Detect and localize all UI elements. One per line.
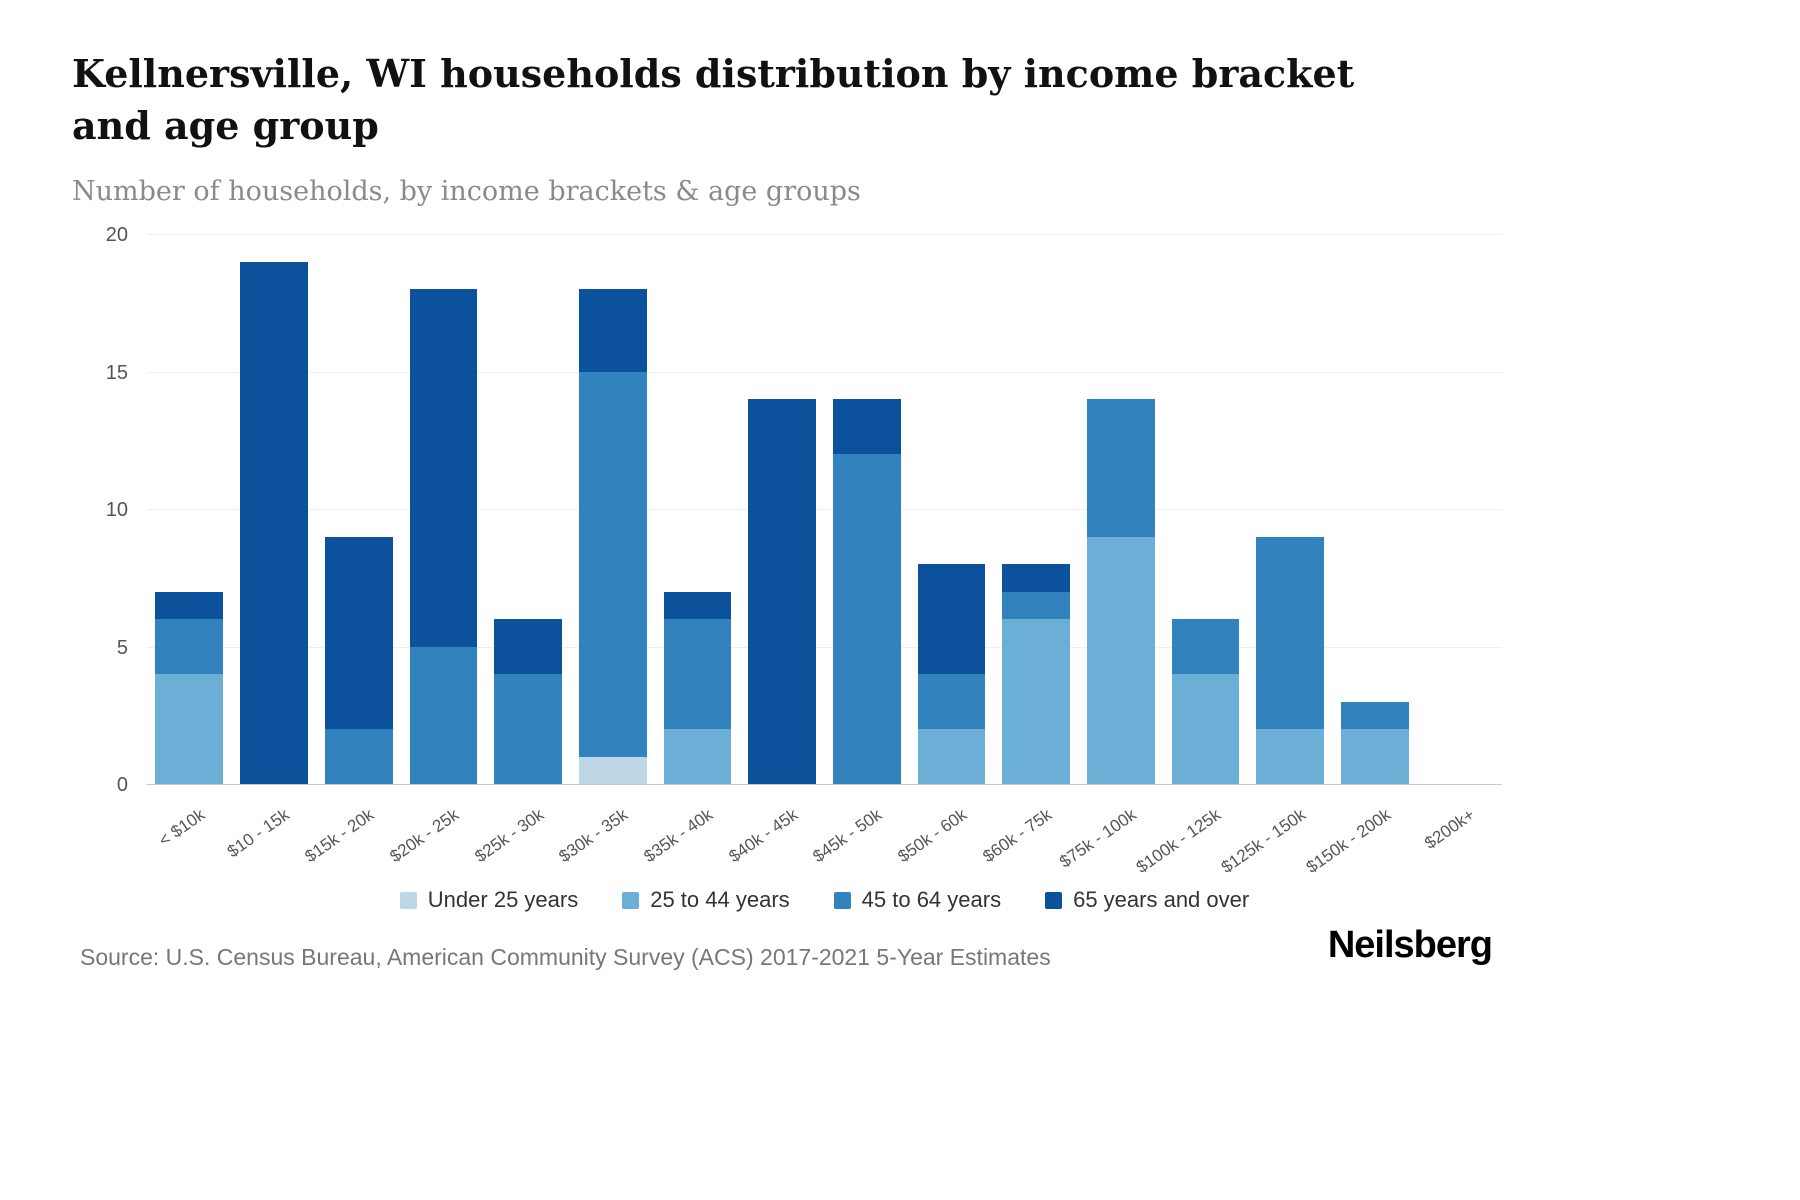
bar-segment-45-to-64-years[interactable] <box>663 619 732 729</box>
x-tick-label: $60k - 75k <box>979 805 1056 867</box>
y-tick-label-0: 0 <box>116 774 128 796</box>
bar-< $10k[interactable] <box>155 591 224 784</box>
x-tick-label: $15k - 20k <box>301 805 378 867</box>
legend: Under 25 years 25 to 44 years 45 to 64 yea… <box>147 887 1502 913</box>
y-axis: 0 5 10 15 20 <box>72 224 134 796</box>
bar-segment-25-to-44-years[interactable] <box>1341 729 1409 784</box>
bar-segment-25-to-44-years[interactable] <box>1087 536 1155 784</box>
legend-label: 45 to 64 years <box>861 887 1002 912</box>
bar-segment-65-years-and-over[interactable] <box>155 591 224 619</box>
x-tick-label: $30k - 35k <box>555 805 632 867</box>
bar-$10 - 15k[interactable] <box>240 261 308 784</box>
bar-segment-45-to-64-years[interactable] <box>409 646 478 784</box>
legend-item-65-years-and-over[interactable]: 65 years and over <box>1045 887 1249 913</box>
bar-$15k - 20k[interactable] <box>324 536 393 784</box>
bar-$25k - 30k[interactable] <box>494 619 562 784</box>
legend-item-45-to-64-years[interactable]: 45 to 64 years <box>833 887 1002 913</box>
gridline-20 <box>147 234 1502 235</box>
bar-segment-65-years-and-over[interactable] <box>1002 564 1071 592</box>
legend-label: Under 25 years <box>427 887 579 912</box>
y-tick-label-20: 20 <box>105 224 128 246</box>
source-note: Source: U.S. Census Bureau, American Com… <box>80 944 1051 970</box>
legend-item-25-to-44-years[interactable]: 25 to 44 years <box>622 887 790 913</box>
bar-segment-45-to-64-years[interactable] <box>494 674 562 784</box>
x-tick-label: $25k - 30k <box>471 805 547 867</box>
x-tick-label: $75k - 100k <box>1056 805 1140 872</box>
bar-segment-45-to-64-years[interactable] <box>1087 399 1155 537</box>
legend-label: 25 to 44 years <box>650 887 790 912</box>
bar-segment-65-years-and-over[interactable] <box>748 399 817 784</box>
bar-segment-45-to-64-years[interactable] <box>1256 536 1325 729</box>
bar-segment-25-to-44-years[interactable] <box>1256 729 1325 784</box>
bar-$45k - 50k[interactable] <box>832 399 901 784</box>
bar-$75k - 100k[interactable] <box>1087 399 1155 784</box>
bar-segment-65-years-and-over[interactable] <box>663 591 732 619</box>
gridline-5 <box>147 646 1502 648</box>
bar-segment-45-to-64-years[interactable] <box>832 454 901 784</box>
bar-$60k - 75k[interactable] <box>1002 564 1071 784</box>
bar-$50k - 60k[interactable] <box>917 564 986 784</box>
stacked-bar-chart: 0 5 10 15 20 < $10k $10 - 15k $15k - 20k $20k -… <box>72 224 1522 945</box>
x-tick-label: $45k - 50k <box>809 805 886 867</box>
bar-segment-65-years-and-over[interactable] <box>917 564 986 674</box>
y-tick-label-10: 10 <box>105 499 128 521</box>
bar-segment-25-to-44-years[interactable] <box>663 729 732 784</box>
gridline-0 <box>147 784 1502 785</box>
x-tick-label: $125k - 150k <box>1217 805 1310 877</box>
bar-segment-under-25-years[interactable] <box>578 756 647 784</box>
bar-segment-45-to-64-years[interactable] <box>1002 591 1071 619</box>
bar-$125k - 150k[interactable] <box>1256 536 1325 784</box>
x-tick-label: $40k - 45k <box>725 805 802 867</box>
gridline-15 <box>147 371 1502 373</box>
legend-swatch <box>1045 891 1063 909</box>
bar-$30k - 35k[interactable] <box>578 289 647 784</box>
bar-segment-45-to-64-years[interactable] <box>1171 619 1240 674</box>
bar-$100k - 125k[interactable] <box>1171 619 1240 784</box>
bar-segment-25-to-44-years[interactable] <box>917 729 986 784</box>
bar-segment-45-to-64-years[interactable] <box>155 619 224 674</box>
legend-label: 65 years and over <box>1073 887 1250 912</box>
x-tick-label: $35k - 40k <box>640 805 717 867</box>
bar-segment-65-years-and-over[interactable] <box>578 289 647 372</box>
bar-segment-65-years-and-over[interactable] <box>324 536 393 729</box>
bar-segment-65-years-and-over[interactable] <box>409 289 478 647</box>
bar-segment-65-years-and-over[interactable] <box>832 399 901 454</box>
x-tick-label: $20k - 25k <box>386 805 463 867</box>
bar-segment-65-years-and-over[interactable] <box>494 619 562 674</box>
x-axis: < $10k $10 - 15k $15k - 20k $20k - 25k $25k … <box>147 797 1502 889</box>
bar-$40k - 45k[interactable] <box>748 399 817 784</box>
gridline-10 <box>147 509 1502 510</box>
bar-$150k - 200k[interactable] <box>1341 701 1409 784</box>
bar-segment-25-to-44-years[interactable] <box>1171 674 1240 784</box>
bar-$20k - 25k[interactable] <box>409 289 478 784</box>
bar-$35k - 40k[interactable] <box>663 591 732 784</box>
y-tick-label-5: 5 <box>116 636 128 659</box>
chart-subtitle: Number of households, by income brackets… <box>72 176 861 207</box>
legend-swatch <box>833 891 851 909</box>
bar-segment-25-to-44-years[interactable] <box>1002 619 1071 784</box>
legend-swatch <box>399 891 417 909</box>
y-tick-label-15: 15 <box>105 361 128 384</box>
bar-segment-45-to-64-years[interactable] <box>578 371 647 757</box>
bar-segment-45-to-64-years[interactable] <box>324 729 393 784</box>
page-title: Kellnersville, WI households distributio… <box>72 51 1355 149</box>
bar-segment-45-to-64-years[interactable] <box>917 674 986 729</box>
neilsberg-logo: Neilsberg <box>1327 924 1493 966</box>
legend-item-under-25-years[interactable]: Under 25 years <box>399 887 579 913</box>
x-tick-label: < $10k <box>155 805 209 851</box>
x-tick-label: $50k - 60k <box>894 805 971 867</box>
plot-area <box>147 234 1502 785</box>
x-tick-label: $200k+ <box>1421 805 1479 853</box>
legend-swatch <box>622 891 640 909</box>
bar-segment-65-years-and-over[interactable] <box>240 261 308 784</box>
x-tick-label: $100k - 125k <box>1133 805 1225 877</box>
x-tick-label: $10 - 15k <box>223 805 293 862</box>
x-tick-label: $150k - 200k <box>1302 805 1394 877</box>
bar-segment-25-to-44-years[interactable] <box>155 674 224 784</box>
bar-segment-45-to-64-years[interactable] <box>1341 701 1409 729</box>
